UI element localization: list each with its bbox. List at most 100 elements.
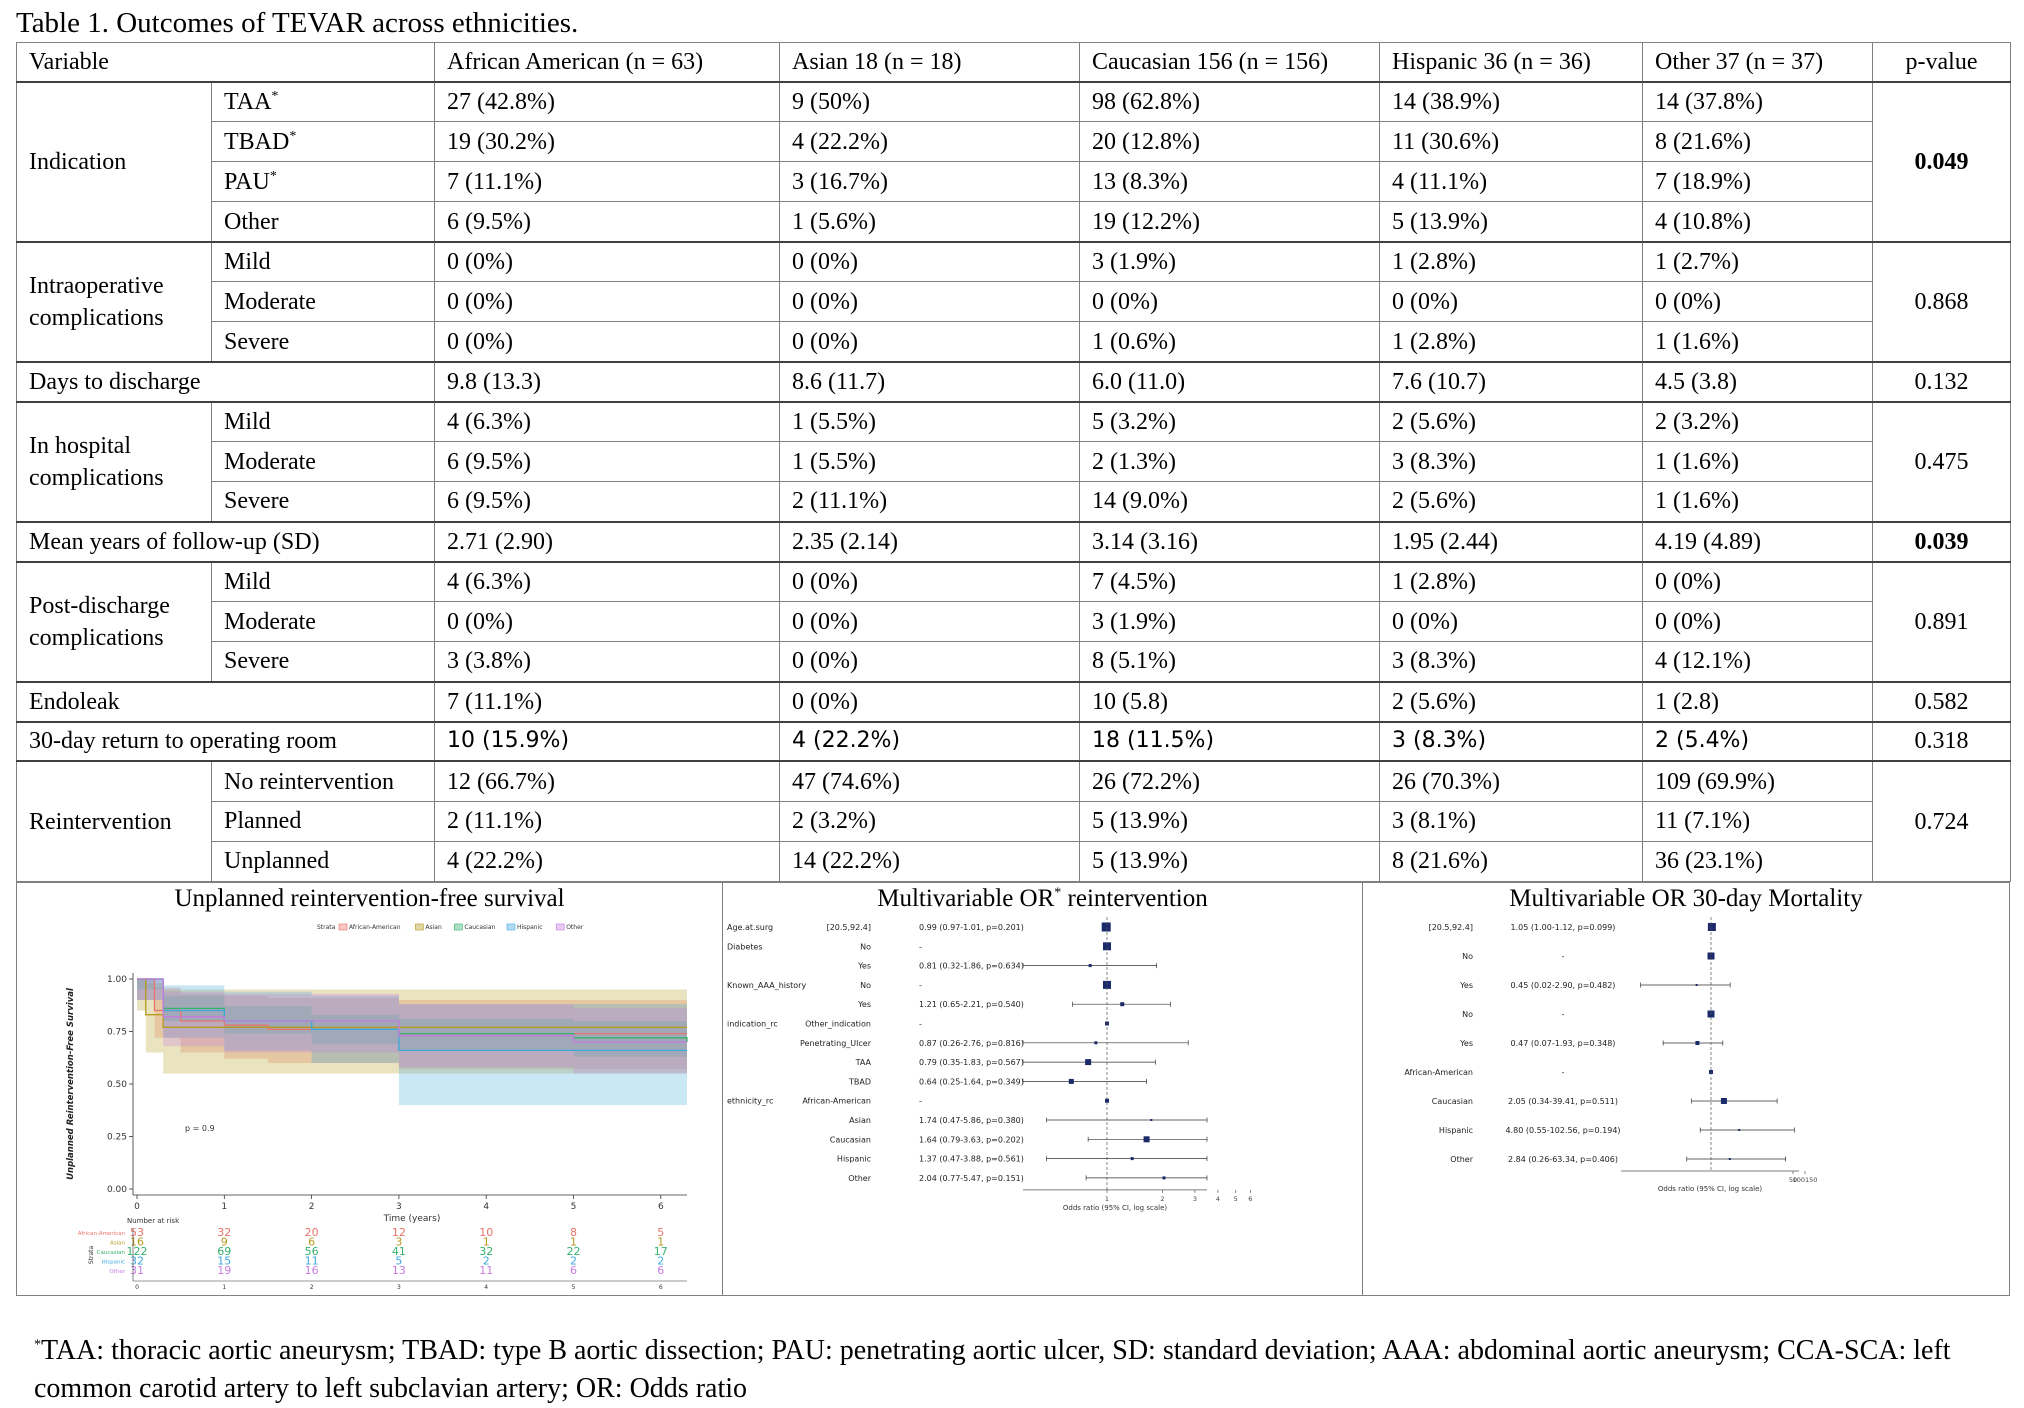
header-cell: African American (n = 63): [434, 42, 780, 83]
value-cell: 6.0 (11.0): [1079, 360, 1380, 403]
y-tick-label: 1.00: [107, 975, 127, 985]
risk-count: 56: [305, 1245, 319, 1258]
header-cell: Variable: [16, 42, 435, 83]
x-tick-label: 4: [483, 1202, 489, 1212]
x-tick-label: 5: [571, 1202, 577, 1212]
legend-entry: Hispanic: [517, 924, 543, 931]
table-row: Severe 3 (3.8%) 0 (0%) 8 (5.1%) 3 (8.3%) 4 (1…: [17, 641, 2011, 683]
p-value-annotation: p = 0.9: [185, 1124, 215, 1133]
odds-ratio-point: [1101, 922, 1111, 932]
value-cell: 1 (2.7%): [1642, 240, 1873, 283]
ci-band: [137, 979, 687, 1105]
risk-count: 11: [305, 1255, 319, 1268]
value-cell: 1 (1.6%): [1642, 441, 1873, 483]
odds-ratio-point: [1720, 1098, 1727, 1104]
risk-count: 6: [308, 1236, 315, 1249]
forest-estimate: -: [919, 1097, 922, 1106]
p-value-cell: 0.475: [1872, 400, 2011, 523]
sub-label-text: Mild: [224, 408, 271, 435]
sub-label: Severe: [211, 321, 435, 363]
risk-row-label: Asian: [110, 1241, 126, 1247]
risk-time-tick: 3: [397, 1284, 401, 1291]
value-cell: 3 (16.7%): [779, 161, 1080, 203]
forest-estimate: 0.81 (0.32-1.86, p=0.634): [919, 962, 1024, 971]
forest-x-tick-label: 2: [1160, 1195, 1164, 1203]
p-value-cell: 0.868: [1872, 240, 2011, 363]
value-cell: 11 (7.1%): [1642, 800, 1873, 842]
forest-level: Caucasian: [830, 1135, 871, 1144]
forest-x-tick-label: 4: [1216, 1195, 1220, 1203]
value-cell: 1 (0.6%): [1079, 321, 1380, 363]
forest-estimate: 1.74 (0.47-5.86, p=0.380): [919, 1116, 1024, 1125]
forest-level: No: [860, 981, 871, 990]
forest-x-axis-label: Odds ratio (95% CI, log scale): [1063, 1204, 1167, 1212]
value-cell: 8 (21.6%): [1642, 121, 1873, 163]
value-cell: 18 (11.5%): [1079, 720, 1380, 762]
sub-label: Planned: [211, 800, 435, 842]
value-cell: 4 (11.1%): [1379, 161, 1643, 203]
table-row: Indication TAA* 27 (42.8%) 9 (50%) 98 (62.8%…: [16, 81, 2011, 243]
value-cell: 7 (18.9%): [1642, 161, 1873, 203]
sub-label-text: Other: [224, 208, 279, 235]
forest-estimate: 2.04 (0.77-5.47, p=0.151): [919, 1174, 1024, 1183]
forest-estimate: -: [1562, 952, 1565, 961]
risk-count: 10: [479, 1226, 493, 1239]
figure-panels: Unplanned reintervention-free survival S…: [16, 882, 2010, 1296]
value-cell: 19 (30.2%): [434, 121, 780, 163]
header-cell: Caucasian 156 (n = 156): [1079, 42, 1380, 83]
y-tick-label: 0.50: [107, 1080, 127, 1090]
header-cell: p-value: [1872, 42, 2011, 83]
legend-swatch: [415, 923, 424, 931]
risk-count: 2: [657, 1255, 664, 1268]
forest-level: Other: [848, 1174, 871, 1183]
value-cell: 3 (1.9%): [1079, 601, 1380, 643]
value-cell: 0 (0%): [1642, 281, 1873, 323]
value-cell: 47 (74.6%): [779, 760, 1080, 802]
km-panel: Unplanned reintervention-free survival S…: [17, 883, 723, 1295]
outcomes-table: Variable African American (n = 63) Asian 1…: [16, 42, 2011, 883]
legend-entry: Asian: [425, 924, 442, 931]
risk-count: 19: [217, 1264, 231, 1277]
sub-label: TBAD*: [211, 121, 435, 163]
odds-ratio-point: [1120, 1002, 1125, 1007]
odds-ratio-point: [1103, 942, 1111, 951]
forest-x-axis-label: Odds ratio (95% CI, log scale): [1658, 1185, 1762, 1193]
value-cell: 13 (8.3%): [1079, 161, 1380, 203]
table-row: Days to discharge 9.8 (13.3) 8.6 (11.7) 6.0…: [16, 360, 2011, 403]
odds-ratio-point: [1695, 1041, 1700, 1045]
footnote-sup: *: [34, 1337, 41, 1353]
forest-mort-title: Multivariable OR 30-day Mortality: [1509, 885, 1863, 912]
risk-time-tick: 6: [659, 1284, 663, 1291]
sub-label: TAA*: [211, 81, 435, 123]
row-label: Days to discharge: [16, 360, 435, 403]
legend-swatch: [454, 923, 463, 931]
value-cell: 1 (1.6%): [1642, 321, 1873, 363]
odds-ratio-point: [1150, 1119, 1153, 1121]
odds-ratio-point: [1738, 1129, 1741, 1131]
forest-level: [20.5,92.4]: [827, 923, 871, 932]
forest-level: Penetrating_Ulcer: [800, 1039, 872, 1048]
table-row: Post-discharge complications Mild 4 (6.3%)…: [16, 560, 2011, 683]
forest-estimate: 2.84 (0.26-63.34, p=0.406): [1508, 1155, 1618, 1164]
risk-count: 20: [305, 1226, 319, 1239]
value-cell: 4 (6.3%): [434, 560, 780, 603]
km-title: Unplanned reintervention-free survival: [174, 885, 565, 912]
sub-label: No reintervention: [211, 760, 435, 802]
footnote-text: TAA: thoracic aortic aneurysm; TBAD: typ…: [34, 1335, 1951, 1404]
value-cell: 9.8 (13.3): [434, 360, 780, 403]
risk-row-label: Hispanic: [102, 1260, 125, 1266]
y-tick-label: 0.00: [107, 1185, 127, 1195]
forest-estimate: 1.37 (0.47-3.88, p=0.561): [919, 1155, 1024, 1164]
odds-ratio-point: [1085, 1059, 1092, 1066]
legend-title: Strata: [317, 924, 336, 931]
value-cell: 4.5 (3.8): [1642, 360, 1873, 403]
table-row: Moderate 0 (0%) 0 (0%) 3 (1.9%) 0 (0%) 0 (0%): [17, 601, 2011, 643]
risk-axis-label: Strata: [88, 1246, 95, 1265]
risk-count: 5: [395, 1255, 402, 1268]
row-label: Endoleak: [16, 680, 435, 722]
sub-label-text: Planned: [224, 808, 302, 835]
value-cell: 0 (0%): [1642, 601, 1873, 643]
value-cell: 0 (0%): [1379, 281, 1643, 323]
value-cell: 0 (0%): [779, 680, 1080, 722]
sub-label-text: Severe: [224, 648, 290, 675]
